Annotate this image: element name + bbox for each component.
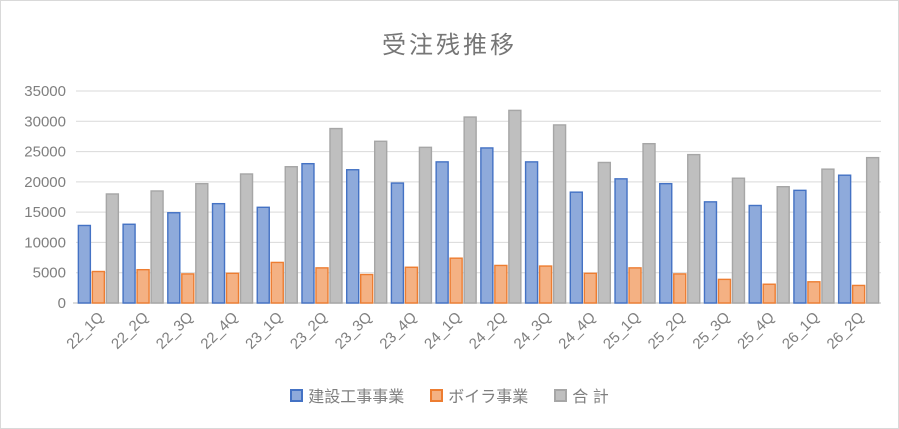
bar <box>345 169 360 304</box>
bar <box>359 273 374 304</box>
legend-swatch <box>430 388 444 402</box>
bar <box>821 168 835 304</box>
bar <box>614 178 628 304</box>
bar <box>480 147 494 304</box>
bar <box>136 268 150 304</box>
bar <box>865 156 880 304</box>
bar <box>150 190 164 304</box>
y-axis-label: 15000 <box>24 204 66 221</box>
bar <box>225 272 240 304</box>
bar <box>418 146 433 304</box>
legend-item-0: 建設工事事業 <box>290 383 404 407</box>
x-axis-label: 26_2Q <box>824 309 868 353</box>
bar <box>390 182 405 304</box>
bar <box>508 109 522 304</box>
bar <box>284 166 298 304</box>
x-axis-label: 24_3Q <box>511 309 555 353</box>
y-axis-label: 10000 <box>24 234 66 251</box>
bar <box>851 284 866 304</box>
bar <box>211 202 226 304</box>
legend-swatch <box>554 388 568 402</box>
x-axis-label: 22_3Q <box>153 309 197 353</box>
bar <box>449 257 463 304</box>
bar <box>91 270 106 304</box>
x-axis-label: 22_1Q <box>63 309 107 353</box>
x-axis-label: 23_4Q <box>376 309 420 353</box>
bar <box>404 266 419 304</box>
x-axis-label: 25_1Q <box>600 309 644 353</box>
bar <box>105 193 120 304</box>
bar <box>301 162 315 304</box>
bar <box>628 267 642 304</box>
x-axis-label: 22_2Q <box>108 309 152 353</box>
bar <box>642 142 656 304</box>
bar <box>776 186 790 304</box>
x-axis-label: 25_4Q <box>734 309 778 353</box>
bar <box>538 265 553 304</box>
bar <box>807 281 821 304</box>
y-axis-label: 0 <box>58 295 66 312</box>
x-axis-label: 23_1Q <box>242 309 286 353</box>
x-axis-label: 23_2Q <box>287 309 331 353</box>
bar <box>77 224 92 304</box>
bar <box>463 116 477 304</box>
legend-swatch <box>290 388 304 402</box>
bar <box>167 212 181 304</box>
legend-label: 合 計 <box>572 389 609 406</box>
x-axis-label: 24_4Q <box>555 309 599 353</box>
x-axis-label: 25_2Q <box>645 309 689 353</box>
bar <box>748 204 762 304</box>
y-axis-label: 30000 <box>24 113 66 130</box>
legend-item-1: ボイラ事業 <box>430 383 528 407</box>
x-axis-label: 25_3Q <box>689 309 733 353</box>
bar <box>524 161 539 304</box>
chart-title: 受注残推移 <box>382 32 517 59</box>
bar <box>793 189 807 304</box>
bar <box>122 223 136 304</box>
bar <box>597 161 612 304</box>
bar <box>687 153 701 304</box>
legend-item-2: 合 計 <box>554 383 609 407</box>
bar <box>703 201 718 304</box>
bar <box>837 174 852 304</box>
legend: 建設工事事業 ボイラ事業 合 計 <box>1 381 898 409</box>
bar <box>435 161 449 304</box>
bar <box>673 273 687 304</box>
bar <box>256 206 270 304</box>
x-axis-label: 24_2Q <box>466 309 510 353</box>
legend-label: 建設工事事業 <box>308 389 405 406</box>
x-axis-label: 24_1Q <box>421 309 465 353</box>
bar <box>195 182 209 304</box>
y-axis-label: 25000 <box>24 144 66 161</box>
y-axis-label: 35000 <box>24 83 66 100</box>
bar <box>552 124 567 304</box>
bar <box>373 140 388 304</box>
bar <box>762 283 776 304</box>
bar <box>239 173 254 304</box>
legend-label: ボイラ事業 <box>448 389 529 406</box>
bar <box>329 127 343 304</box>
bar <box>270 261 284 304</box>
bar <box>583 272 598 304</box>
bar <box>181 273 195 304</box>
x-axis-label: 23_3Q <box>332 309 376 353</box>
bar <box>569 191 584 304</box>
bar <box>659 182 673 304</box>
x-axis-label: 22_4Q <box>197 309 241 353</box>
bar <box>315 267 329 304</box>
y-axis-label: 5000 <box>33 265 66 282</box>
bar <box>717 278 732 304</box>
bar <box>494 264 508 304</box>
x-axis-label: 26_1Q <box>779 309 823 353</box>
y-axis-label: 20000 <box>24 174 66 191</box>
bar <box>731 177 746 304</box>
